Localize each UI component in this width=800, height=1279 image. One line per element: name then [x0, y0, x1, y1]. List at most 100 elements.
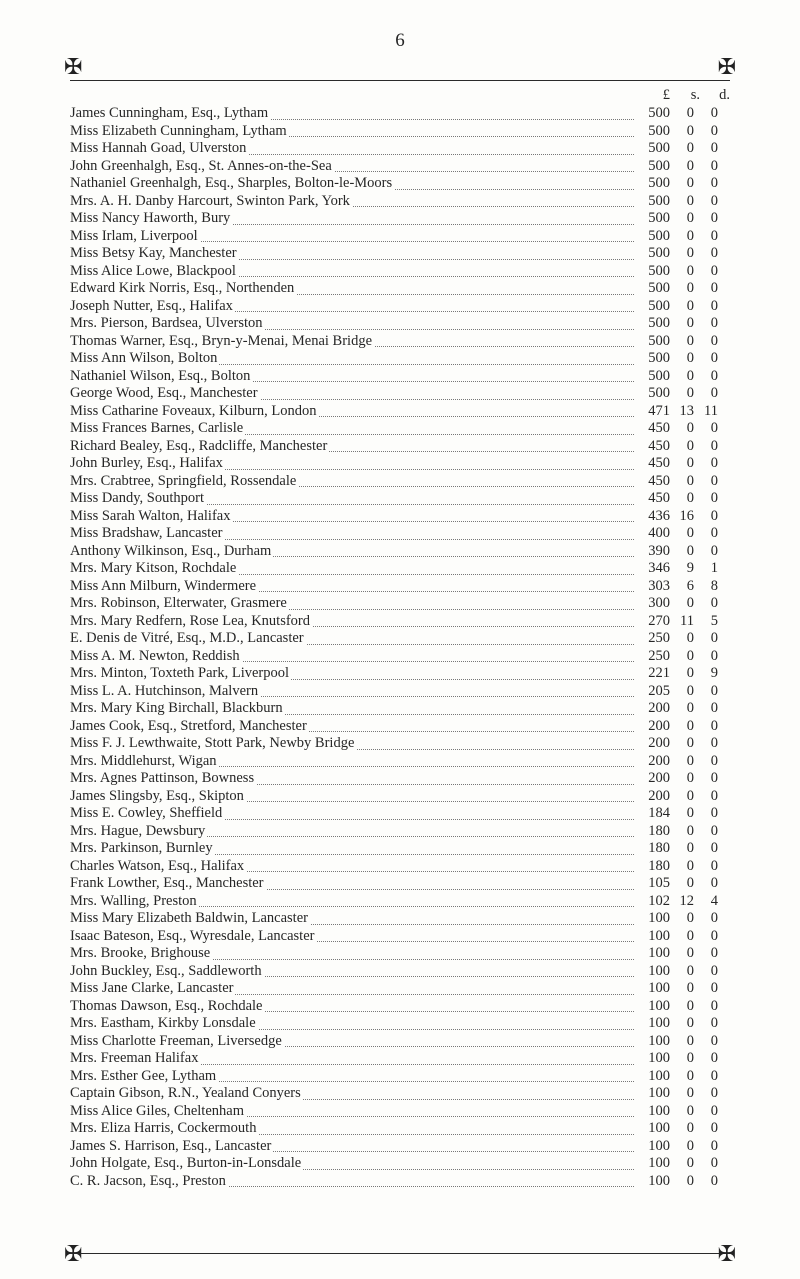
entry-name: Miss Hannah Goad, Ulverston [70, 140, 248, 156]
entry-pence: 0 [694, 420, 718, 438]
entry-amount: 18000 [634, 823, 730, 841]
entry-name-cell: Anthony Wilkinson, Esq., Durham [70, 543, 634, 561]
entry-name: Miss Sarah Walton, Halifax [70, 508, 232, 524]
entry-name-cell: Miss Mary Elizabeth Baldwin, Lancaster [70, 910, 634, 928]
entry-name: John Buckley, Esq., Saddleworth [70, 963, 264, 979]
list-item: Captain Gibson, R.N., Yealand Conyers100… [70, 1085, 730, 1103]
entry-shillings: 0 [670, 1173, 694, 1191]
entry-shillings: 0 [670, 735, 694, 753]
list-item: Mrs. Agnes Pattinson, Bowness20000 [70, 770, 730, 788]
entry-pounds: 100 [640, 1050, 670, 1068]
entry-pence: 0 [694, 333, 718, 351]
maltese-cross-icon: ✠ [64, 1243, 82, 1265]
entry-pence: 0 [694, 280, 718, 298]
bottom-ornament-row: ✠ ✠ [70, 1243, 730, 1265]
entry-name-cell: Miss Sarah Walton, Halifax [70, 508, 634, 526]
entry-shillings: 0 [670, 788, 694, 806]
entry-name-cell: Miss Charlotte Freeman, Liversedge [70, 1033, 634, 1051]
entry-pounds: 100 [640, 1068, 670, 1086]
entry-shillings: 0 [670, 1085, 694, 1103]
entry-amount: 18000 [634, 858, 730, 876]
entry-amount: 10000 [634, 1120, 730, 1138]
entry-name-cell: Mrs. Brooke, Brighouse [70, 945, 634, 963]
entry-shillings: 0 [670, 140, 694, 158]
entry-pence: 0 [694, 298, 718, 316]
entry-name-cell: Miss Alice Lowe, Blackpool [70, 263, 634, 281]
entry-shillings: 0 [670, 1050, 694, 1068]
entry-amount: 50000 [634, 210, 730, 228]
entry-name: E. Denis de Vitré, Esq., M.D., Lancaster [70, 630, 306, 646]
list-item: John Greenhalgh, Esq., St. Annes-on-the-… [70, 158, 730, 176]
entry-shillings: 0 [670, 945, 694, 963]
entry-name-cell: Mrs. Pierson, Bardsea, Ulverston [70, 315, 634, 333]
entry-shillings: 6 [670, 578, 694, 596]
entry-pence: 0 [694, 875, 718, 893]
entry-shillings: 13 [670, 403, 694, 421]
list-item: James Slingsby, Esq., Skipton 20000 [70, 788, 730, 806]
entry-pounds: 500 [640, 263, 670, 281]
entry-name: Miss Catharine Foveaux, Kilburn, London [70, 403, 318, 419]
entry-name: Charles Watson, Esq., Halifax [70, 858, 246, 874]
list-item: Miss Charlotte Freeman, Liversedge10000 [70, 1033, 730, 1051]
entry-shillings: 0 [670, 683, 694, 701]
entry-shillings: 16 [670, 508, 694, 526]
entry-name-cell: Miss Bradshaw, Lancaster [70, 525, 634, 543]
entry-pence: 0 [694, 105, 718, 123]
entry-name: Miss A. M. Newton, Reddish [70, 648, 242, 664]
list-item: Miss Hannah Goad, Ulverston50000 [70, 140, 730, 158]
entry-amount: 50000 [634, 263, 730, 281]
list-item: Mrs. Mary King Birchall, Blackburn20000 [70, 700, 730, 718]
entry-pounds: 500 [640, 193, 670, 211]
list-item: Mrs. Freeman Halifax10000 [70, 1050, 730, 1068]
entry-shillings: 0 [670, 525, 694, 543]
entry-pence: 0 [694, 490, 718, 508]
entry-name: Captain Gibson, R.N., Yealand Conyers [70, 1085, 303, 1101]
entry-pounds: 500 [640, 368, 670, 386]
entry-name-cell: Mrs. Crabtree, Springfield, Rossendale [70, 473, 634, 491]
list-item: Miss L. A. Hutchinson, Malvern20500 [70, 683, 730, 701]
entry-name: Miss Alice Lowe, Blackpool [70, 263, 238, 279]
list-item: Mrs. Walling, Preston102124 [70, 893, 730, 911]
entry-pounds: 250 [640, 630, 670, 648]
entry-pounds: 200 [640, 788, 670, 806]
entry-pence: 0 [694, 980, 718, 998]
entry-amount: 50000 [634, 298, 730, 316]
entry-amount: 10000 [634, 1138, 730, 1156]
entry-name-cell: Joseph Nutter, Esq., Halifax [70, 298, 634, 316]
entry-pounds: 450 [640, 420, 670, 438]
list-item: Isaac Bateson, Esq., Wyresdale, Lancaste… [70, 928, 730, 946]
list-item: Miss Frances Barnes, Carlisle45000 [70, 420, 730, 438]
list-item: Anthony Wilkinson, Esq., Durham39000 [70, 543, 730, 561]
entry-shillings: 0 [670, 1138, 694, 1156]
entry-shillings: 0 [670, 875, 694, 893]
entry-shillings: 0 [670, 1103, 694, 1121]
entry-name: Joseph Nutter, Esq., Halifax [70, 298, 235, 314]
entry-name: Miss Dandy, Southport [70, 490, 206, 506]
entry-name-cell: James S. Harrison, Esq., Lancaster [70, 1138, 634, 1156]
list-item: Mrs. Pierson, Bardsea, Ulverston50000 [70, 315, 730, 333]
list-item: Thomas Warner, Esq., Bryn-y-Menai, Menai… [70, 333, 730, 351]
entry-pence: 0 [694, 1155, 718, 1173]
list-item: Mrs. Mary Kitson, Rochdale34691 [70, 560, 730, 578]
entry-amount: 10000 [634, 1103, 730, 1121]
entry-amount: 45000 [634, 438, 730, 456]
entry-pence: 0 [694, 438, 718, 456]
entry-amount: 45000 [634, 490, 730, 508]
entry-name: Mrs. Minton, Toxteth Park, Liverpool [70, 665, 291, 681]
entry-pence: 0 [694, 1120, 718, 1138]
entry-name: James Slingsby, Esq., Skipton [70, 788, 246, 804]
maltese-cross-icon: ✠ [718, 56, 736, 78]
header-amount: £ s. d. [634, 87, 730, 103]
entry-amount: 20000 [634, 788, 730, 806]
list-item: Thomas Dawson, Esq., Rochdale10000 [70, 998, 730, 1016]
entry-shillings: 0 [670, 595, 694, 613]
entry-name: Mrs. Eastham, Kirkby Lonsdale [70, 1015, 258, 1031]
entry-name: Anthony Wilkinson, Esq., Durham [70, 543, 273, 559]
entry-name: Edward Kirk Norris, Esq., Northenden [70, 280, 296, 296]
entry-pounds: 500 [640, 385, 670, 403]
entry-pounds: 500 [640, 245, 670, 263]
entry-name: Nathaniel Greenhalgh, Esq., Sharples, Bo… [70, 175, 394, 191]
entry-pence: 0 [694, 1173, 718, 1191]
entry-name: Miss Frances Barnes, Carlisle [70, 420, 245, 436]
entry-pence: 0 [694, 350, 718, 368]
